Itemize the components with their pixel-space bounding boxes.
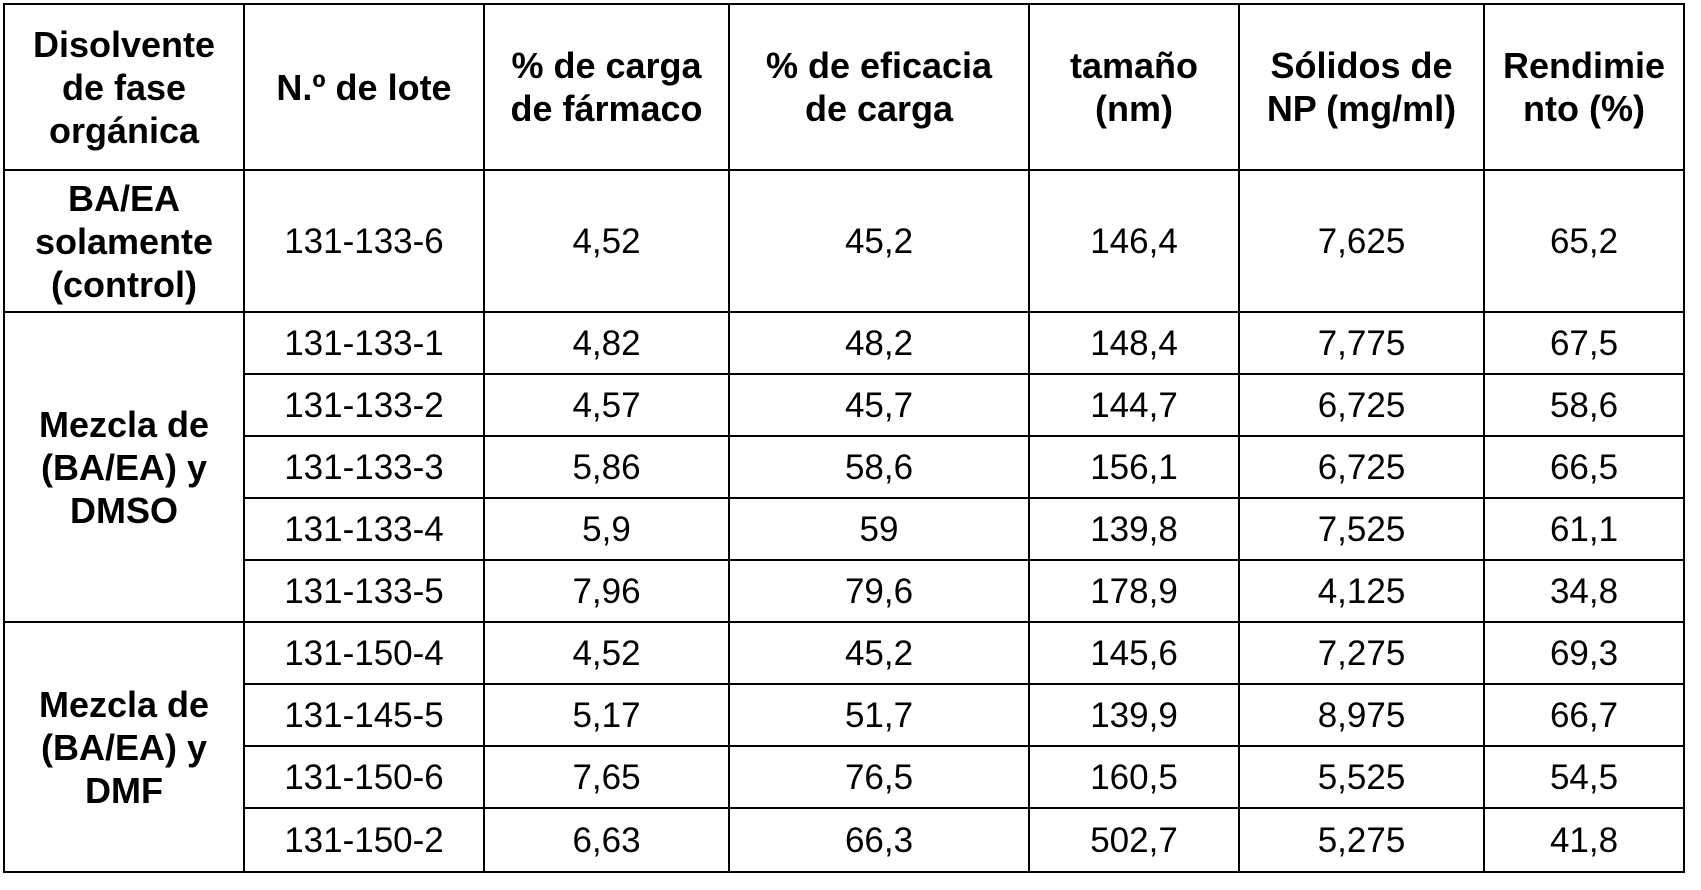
header-lot-number: N.º de lote [243,3,485,171]
cell-yield: 34,8 [1483,559,1685,623]
cell-load-efficiency: 51,7 [728,683,1030,747]
cell-lot: 131-133-3 [243,435,485,499]
header-drug-load: % de carga de fármaco [483,3,730,171]
table-row: 131-133-4 5,9 59 139,8 7,525 61,1 [4,497,1685,561]
header-yield: Rendimie nto (%) [1483,3,1685,171]
cell-load-efficiency: 45,7 [728,373,1030,437]
header-np-solids: Sólidos de NP (mg/ml) [1238,3,1485,171]
cell-size: 145,6 [1028,621,1240,685]
table-row: 131-133-5 7,96 79,6 178,9 4,125 34,8 [4,559,1685,623]
cell-drug-load: 5,17 [483,683,730,747]
cell-load-efficiency: 45,2 [728,169,1030,313]
cell-load-efficiency: 59 [728,497,1030,561]
cell-np-solids: 6,725 [1238,373,1485,437]
cell-size: 139,8 [1028,497,1240,561]
cell-lot: 131-150-2 [243,807,485,873]
header-load-efficiency: % de eficacia de carga [728,3,1030,171]
cell-lot: 131-133-5 [243,559,485,623]
cell-drug-load: 4,52 [483,621,730,685]
cell-yield: 66,7 [1483,683,1685,747]
header-size: tamaño (nm) [1028,3,1240,171]
cell-lot: 131-150-4 [243,621,485,685]
table-row: 131-145-5 5,17 51,7 139,9 8,975 66,7 [4,683,1685,747]
cell-drug-load: 5,86 [483,435,730,499]
cell-yield: 54,5 [1483,745,1685,809]
cell-yield: 66,5 [1483,435,1685,499]
table-row: Mezcla de (BA/EA) y DMSO 131-133-1 4,82 … [3,311,1685,623]
cell-np-solids: 7,625 [1238,169,1485,313]
cell-drug-load: 6,63 [483,807,730,873]
cell-yield: 69,3 [1483,621,1685,685]
cell-size: 156,1 [1028,435,1240,499]
table-row: BA/EA solamente (control) 131-133-6 4,52… [3,169,1685,313]
cell-size: 160,5 [1028,745,1240,809]
cell-load-efficiency: 48,2 [728,311,1030,375]
table-row: 131-150-6 7,65 76,5 160,5 5,525 54,5 [4,745,1685,809]
cell-lot: 131-133-6 [243,169,485,313]
header-solvent: Disolvente de fase orgánica [3,3,245,171]
cell-load-efficiency: 79,6 [728,559,1030,623]
group-label-dmf: Mezcla de (BA/EA) y DMF [3,621,245,873]
cell-drug-load: 7,65 [483,745,730,809]
cell-np-solids: 4,125 [1238,559,1485,623]
header-row: Disolvente de fase orgánica N.º de lote … [3,3,1685,171]
cell-yield: 65,2 [1483,169,1685,313]
table-row: 131-150-2 6,63 66,3 502,7 5,275 41,8 [4,807,1685,873]
cell-yield: 67,5 [1483,311,1685,375]
cell-size: 139,9 [1028,683,1240,747]
group-label-dmso: Mezcla de (BA/EA) y DMSO [3,311,245,623]
cell-np-solids: 5,525 [1238,745,1485,809]
cell-np-solids: 5,275 [1238,807,1485,873]
cell-size: 144,7 [1028,373,1240,437]
cell-yield: 61,1 [1483,497,1685,561]
cell-load-efficiency: 76,5 [728,745,1030,809]
cell-lot: 131-145-5 [243,683,485,747]
cell-load-efficiency: 45,2 [728,621,1030,685]
table-row: 131-133-3 5,86 58,6 156,1 6,725 66,5 [4,435,1685,499]
cell-np-solids: 8,975 [1238,683,1485,747]
cell-lot: 131-133-4 [243,497,485,561]
cell-np-solids: 6,725 [1238,435,1485,499]
cell-size: 148,4 [1028,311,1240,375]
cell-lot: 131-133-1 [243,311,485,375]
cell-drug-load: 4,57 [483,373,730,437]
results-table: Disolvente de fase orgánica N.º de lote … [3,3,1685,873]
cell-np-solids: 7,775 [1238,311,1485,375]
cell-yield: 41,8 [1483,807,1685,873]
cell-size: 502,7 [1028,807,1240,873]
table-row: Mezcla de (BA/EA) y DMF 131-150-4 4,52 4… [3,621,1685,873]
cell-yield: 58,6 [1483,373,1685,437]
group-label-control: BA/EA solamente (control) [3,169,245,313]
cell-drug-load: 4,82 [483,311,730,375]
cell-drug-load: 5,9 [483,497,730,561]
cell-size: 178,9 [1028,559,1240,623]
cell-load-efficiency: 66,3 [728,807,1030,873]
cell-size: 146,4 [1028,169,1240,313]
table-row: 131-133-2 4,57 45,7 144,7 6,725 58,6 [4,373,1685,437]
cell-drug-load: 4,52 [483,169,730,313]
cell-lot: 131-150-6 [243,745,485,809]
cell-load-efficiency: 58,6 [728,435,1030,499]
cell-drug-load: 7,96 [483,559,730,623]
cell-np-solids: 7,525 [1238,497,1485,561]
cell-np-solids: 7,275 [1238,621,1485,685]
cell-lot: 131-133-2 [243,373,485,437]
